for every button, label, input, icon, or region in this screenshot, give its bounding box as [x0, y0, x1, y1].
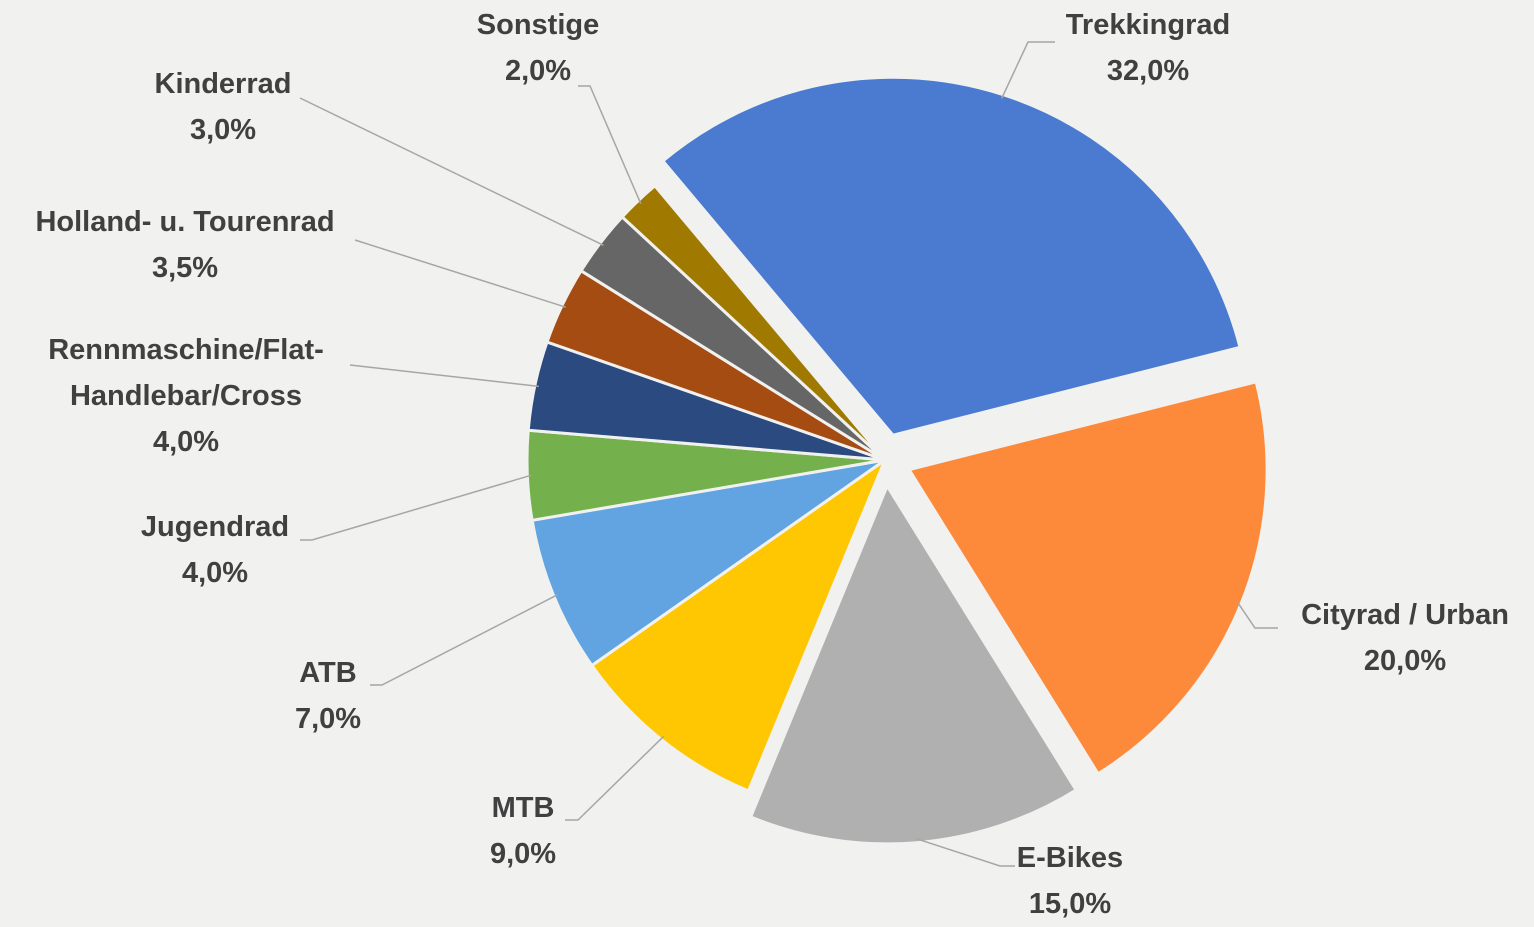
category-label: Rennmaschine/Flat-Handlebar/Cross — [48, 334, 324, 412]
leader-line — [299, 97, 604, 246]
leader-line — [354, 239, 566, 308]
value-label: 4,0% — [181, 557, 249, 589]
category-label: Kinderrad — [154, 68, 292, 100]
category-label: Holland- u. Tourenrad — [35, 206, 335, 238]
data-label: Rennmaschine/Flat-Handlebar/Cross 4,0% — [16, 327, 356, 465]
pie-slice — [906, 379, 1269, 776]
value-label: 2,0% — [504, 55, 572, 87]
leader-line — [300, 474, 532, 541]
category-label: E-Bikes — [1016, 842, 1124, 874]
data-label: Kinderrad 3,0% — [73, 61, 373, 153]
category-label: Jugendrad — [140, 511, 290, 543]
leader-line — [370, 594, 558, 686]
value-label: 3,5% — [151, 252, 219, 284]
category-label: MTB — [491, 792, 555, 824]
leader-line — [578, 85, 642, 205]
value-label: 7,0% — [294, 703, 362, 735]
data-label: Jugendrad 4,0% — [65, 504, 365, 596]
data-label: Holland- u. Tourenrad 3,5% — [0, 199, 385, 291]
value-label: 4,0% — [152, 426, 220, 458]
data-label: Trekkingrad 32,0% — [948, 2, 1348, 94]
data-label: E-Bikes 15,0% — [920, 835, 1220, 927]
leader-line — [565, 735, 665, 821]
category-label: ATB — [299, 657, 357, 689]
leader-line — [916, 837, 1015, 867]
value-label: 9,0% — [489, 838, 557, 870]
value-label: 15,0% — [1028, 888, 1112, 920]
category-label: Sonstige — [476, 9, 600, 41]
value-label: 32,0% — [1106, 55, 1190, 87]
category-label: Trekkingrad — [1065, 9, 1231, 41]
pie-slice — [748, 482, 1079, 846]
pie-slice — [620, 183, 887, 462]
data-label: MTB 9,0% — [423, 785, 623, 877]
data-label: Cityrad / Urban 20,0% — [1205, 592, 1534, 684]
data-label: Sonstige 2,0% — [388, 2, 688, 94]
leader-line — [1001, 41, 1055, 99]
value-label: 20,0% — [1363, 645, 1447, 677]
category-label: Cityrad / Urban — [1301, 599, 1509, 631]
value-label: 3,0% — [189, 114, 257, 146]
leader-line — [349, 364, 539, 388]
data-label: ATB 7,0% — [228, 650, 428, 742]
leader-line — [1236, 601, 1278, 629]
